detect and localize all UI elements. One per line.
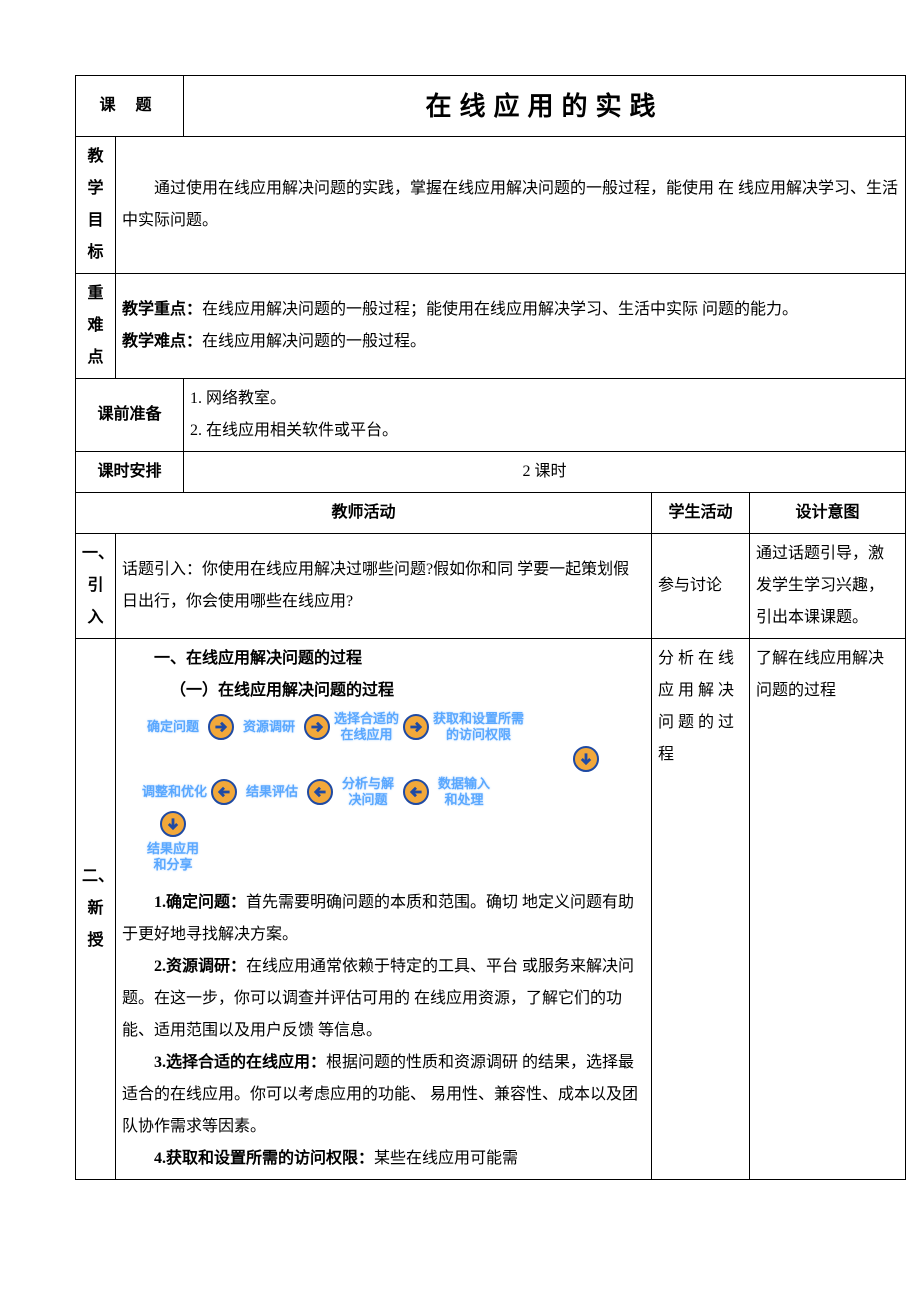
objective-label: 教 学 目 标 [76, 137, 116, 274]
flow-node: 调整和优化 [142, 784, 207, 800]
section2-teacher: 一、在线应用解决问题的过程 （一）在线应用解决问题的过程 确定问题 资源调研 选… [116, 639, 652, 1180]
arrow-down-icon [573, 746, 599, 772]
section1-student: 参与讨论 [652, 534, 750, 639]
section1-intent: 通过话题引导，激 发学生学习兴趣， 引出本课课题。 [750, 534, 906, 639]
arrow-right-icon [403, 714, 429, 740]
col-student: 学生活动 [652, 493, 750, 534]
topic-label: 课 题 [76, 76, 184, 137]
arrow-right-icon [208, 714, 234, 740]
para-1: 1.确定问题：首先需要明确问题的本质和范围。确切 地定义问题有助于更好地寻找解决… [122, 887, 645, 951]
section2-student: 分 析 在 线 应 用 解 决 问 题 的 过 程 [652, 639, 750, 1180]
objective-text: 通过使用在线应用解决问题的实践，掌握在线应用解决问题的一般过程，能使用 在 线应… [116, 137, 906, 274]
flow-node: 数据输入 和处理 [433, 776, 495, 807]
arrow-down-icon [160, 811, 186, 837]
section1-teacher: 话题引入：你使用在线应用解决过哪些问题?假如你和同 学要一起策划假日出行，你会使… [116, 534, 652, 639]
lesson-plan-page: 课 题 在线应用的实践 教 学 目 标 通过使用在线应用解决问题的实践，掌握在线… [0, 0, 920, 1302]
para-3: 3.选择合适的在线应用：根据问题的性质和资源调研 的结果，选择最适合的在线应用。… [122, 1047, 645, 1143]
schedule-value: 2 课时 [184, 452, 906, 493]
arrow-left-icon [307, 779, 333, 805]
process-flow-diagram: 确定问题 资源调研 选择合适的 在线应用 获取和设置所需 的访问权限 调整和优化… [122, 707, 645, 887]
schedule-label: 课时安排 [76, 452, 184, 493]
section2-intent: 了解在线应用解决 问题的过程 [750, 639, 906, 1180]
flow-node: 结果评估 [241, 784, 303, 800]
col-teacher: 教师活动 [76, 493, 652, 534]
section1-label: 一、 引 入 [76, 534, 116, 639]
para-4: 4.获取和设置所需的访问权限：某些在线应用可能需 [122, 1143, 645, 1175]
flow-node: 结果应用 和分享 [142, 841, 204, 872]
flow-node: 确定问题 [142, 719, 204, 735]
flow-node: 获取和设置所需 的访问权限 [433, 711, 524, 742]
para-2: 2.资源调研：在线应用通常依赖于特定的工具、平台 或服务来解决问题。在这一步，你… [122, 951, 645, 1047]
focus-content: 教学重点：在线应用解决问题的一般过程；能使用在线应用解决学习、生活中实际 问题的… [116, 274, 906, 379]
prep-content: 1. 网络教室。 2. 在线应用相关软件或平台。 [184, 379, 906, 452]
arrow-right-icon [304, 714, 330, 740]
lesson-title: 在线应用的实践 [184, 76, 906, 137]
prep-label: 课前准备 [76, 379, 184, 452]
col-intent: 设计意图 [750, 493, 906, 534]
flow-node: 选择合适的 在线应用 [334, 711, 399, 742]
flow-node: 分析与解 决问题 [337, 776, 399, 807]
flow-node: 资源调研 [238, 719, 300, 735]
section2-label: 二、 新 授 [76, 639, 116, 1180]
lesson-table: 课 题 在线应用的实践 教 学 目 标 通过使用在线应用解决问题的实践，掌握在线… [75, 75, 906, 1180]
arrow-left-icon [403, 779, 429, 805]
arrow-left-icon [211, 779, 237, 805]
focus-label: 重 难 点 [76, 274, 116, 379]
